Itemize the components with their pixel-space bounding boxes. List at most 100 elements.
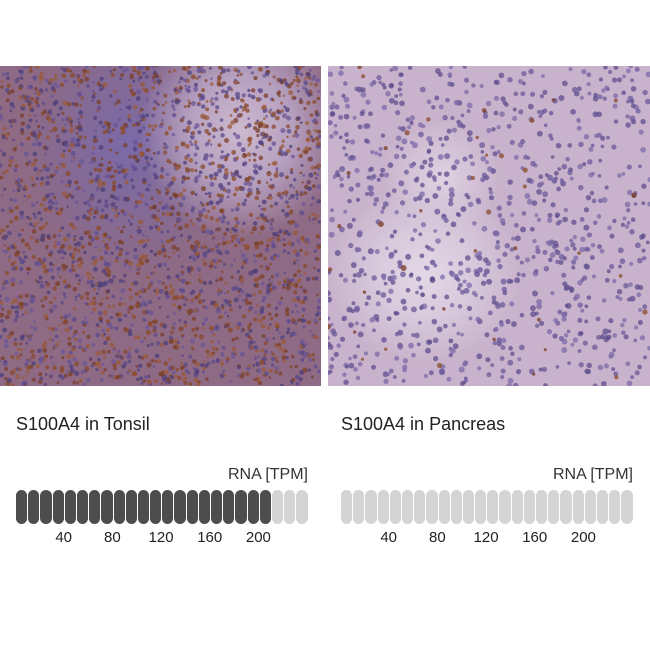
cell-nucleus xyxy=(266,289,270,293)
cell-nucleus xyxy=(20,130,25,135)
cell-nucleus xyxy=(137,142,143,148)
cell-nucleus xyxy=(459,381,465,386)
cell-nucleus xyxy=(178,288,182,292)
cell-nucleus xyxy=(261,356,267,362)
cell-nucleus xyxy=(334,104,340,110)
cell-nucleus xyxy=(141,125,146,130)
cell-nucleus xyxy=(122,196,128,202)
cell-nucleus xyxy=(53,244,58,249)
cell-nucleus xyxy=(447,72,453,78)
cell-nucleus xyxy=(276,237,281,242)
cell-nucleus xyxy=(209,153,214,158)
cell-nucleus xyxy=(442,307,446,311)
cell-nucleus xyxy=(138,113,143,118)
cell-nucleus xyxy=(158,75,162,78)
cell-nucleus xyxy=(339,176,344,182)
cell-nucleus xyxy=(49,300,53,305)
cell-nucleus xyxy=(81,214,87,220)
cell-nucleus xyxy=(15,145,18,148)
cell-nucleus xyxy=(145,113,150,118)
cell-nucleus xyxy=(551,98,555,102)
cell-nucleus xyxy=(437,154,444,160)
cell-nucleus xyxy=(319,317,321,321)
cell-nucleus xyxy=(332,174,337,180)
cell-nucleus xyxy=(204,128,209,134)
cell-nucleus xyxy=(292,298,297,303)
cell-nucleus xyxy=(18,95,23,100)
cell-nucleus xyxy=(131,66,137,69)
cell-nucleus xyxy=(52,365,57,371)
cell-nucleus xyxy=(202,280,207,286)
cell-nucleus xyxy=(466,130,473,136)
cell-nucleus xyxy=(640,118,646,125)
cell-nucleus xyxy=(145,132,150,137)
rna-tick-label: 160 xyxy=(522,529,548,546)
cell-nucleus xyxy=(66,353,72,359)
cell-nucleus xyxy=(448,338,454,344)
cell-nucleus xyxy=(561,347,568,353)
cell-nucleus xyxy=(267,312,272,316)
cell-nucleus xyxy=(96,99,101,105)
cell-nucleus xyxy=(319,145,321,149)
cell-nucleus xyxy=(170,104,175,109)
cell-nucleus xyxy=(218,316,222,319)
cell-nucleus xyxy=(181,116,185,120)
cell-nucleus xyxy=(240,147,246,153)
cell-nucleus xyxy=(239,351,245,357)
cell-nucleus xyxy=(214,347,219,351)
cell-nucleus xyxy=(401,138,408,145)
cell-nucleus xyxy=(103,340,108,345)
cell-nucleus xyxy=(563,333,569,338)
cell-nucleus xyxy=(240,186,246,192)
cell-nucleus xyxy=(492,151,498,157)
cell-nucleus xyxy=(178,329,182,333)
cell-nucleus xyxy=(346,170,351,176)
cell-nucleus xyxy=(50,86,56,91)
cell-nucleus xyxy=(106,280,109,283)
cell-nucleus xyxy=(295,75,299,79)
cell-nucleus xyxy=(238,305,242,309)
cell-nucleus xyxy=(49,77,54,82)
cell-nucleus xyxy=(263,256,267,261)
cell-nucleus xyxy=(292,272,298,278)
cell-nucleus xyxy=(487,166,493,172)
cell-nucleus xyxy=(63,74,67,78)
cell-nucleus xyxy=(385,246,389,251)
cell-nucleus xyxy=(502,251,508,257)
cell-nucleus xyxy=(381,82,386,87)
cell-nucleus xyxy=(604,85,610,91)
cell-nucleus xyxy=(626,208,631,213)
cell-nucleus xyxy=(149,249,154,253)
cell-nucleus xyxy=(84,369,88,373)
cell-nucleus xyxy=(415,290,419,295)
cell-nucleus xyxy=(223,373,226,377)
cell-nucleus xyxy=(220,362,224,366)
cell-nucleus xyxy=(512,382,519,386)
cell-nucleus xyxy=(286,148,291,154)
cell-nucleus xyxy=(196,66,201,69)
cell-nucleus xyxy=(32,225,35,228)
cell-nucleus xyxy=(235,336,239,340)
cell-nucleus xyxy=(242,244,246,247)
cell-nucleus xyxy=(589,255,595,260)
cell-nucleus xyxy=(361,322,366,327)
cell-nucleus xyxy=(110,72,115,77)
cell-nucleus xyxy=(526,198,533,205)
cell-nucleus xyxy=(146,362,152,368)
cell-nucleus xyxy=(144,66,150,71)
cell-nucleus xyxy=(292,186,296,190)
cell-nucleus xyxy=(60,180,64,184)
cell-nucleus xyxy=(438,104,444,110)
cell-nucleus xyxy=(295,197,299,200)
cell-nucleus xyxy=(129,88,134,93)
cell-nucleus xyxy=(273,255,277,260)
cell-nucleus xyxy=(586,232,593,238)
cell-nucleus xyxy=(328,335,331,341)
cell-nucleus xyxy=(114,258,119,263)
cell-nucleus xyxy=(20,121,26,126)
cell-nucleus xyxy=(391,188,397,194)
cell-nucleus xyxy=(236,69,241,74)
cell-nucleus xyxy=(16,76,20,80)
cell-nucleus xyxy=(413,196,419,202)
cell-nucleus xyxy=(282,94,286,97)
